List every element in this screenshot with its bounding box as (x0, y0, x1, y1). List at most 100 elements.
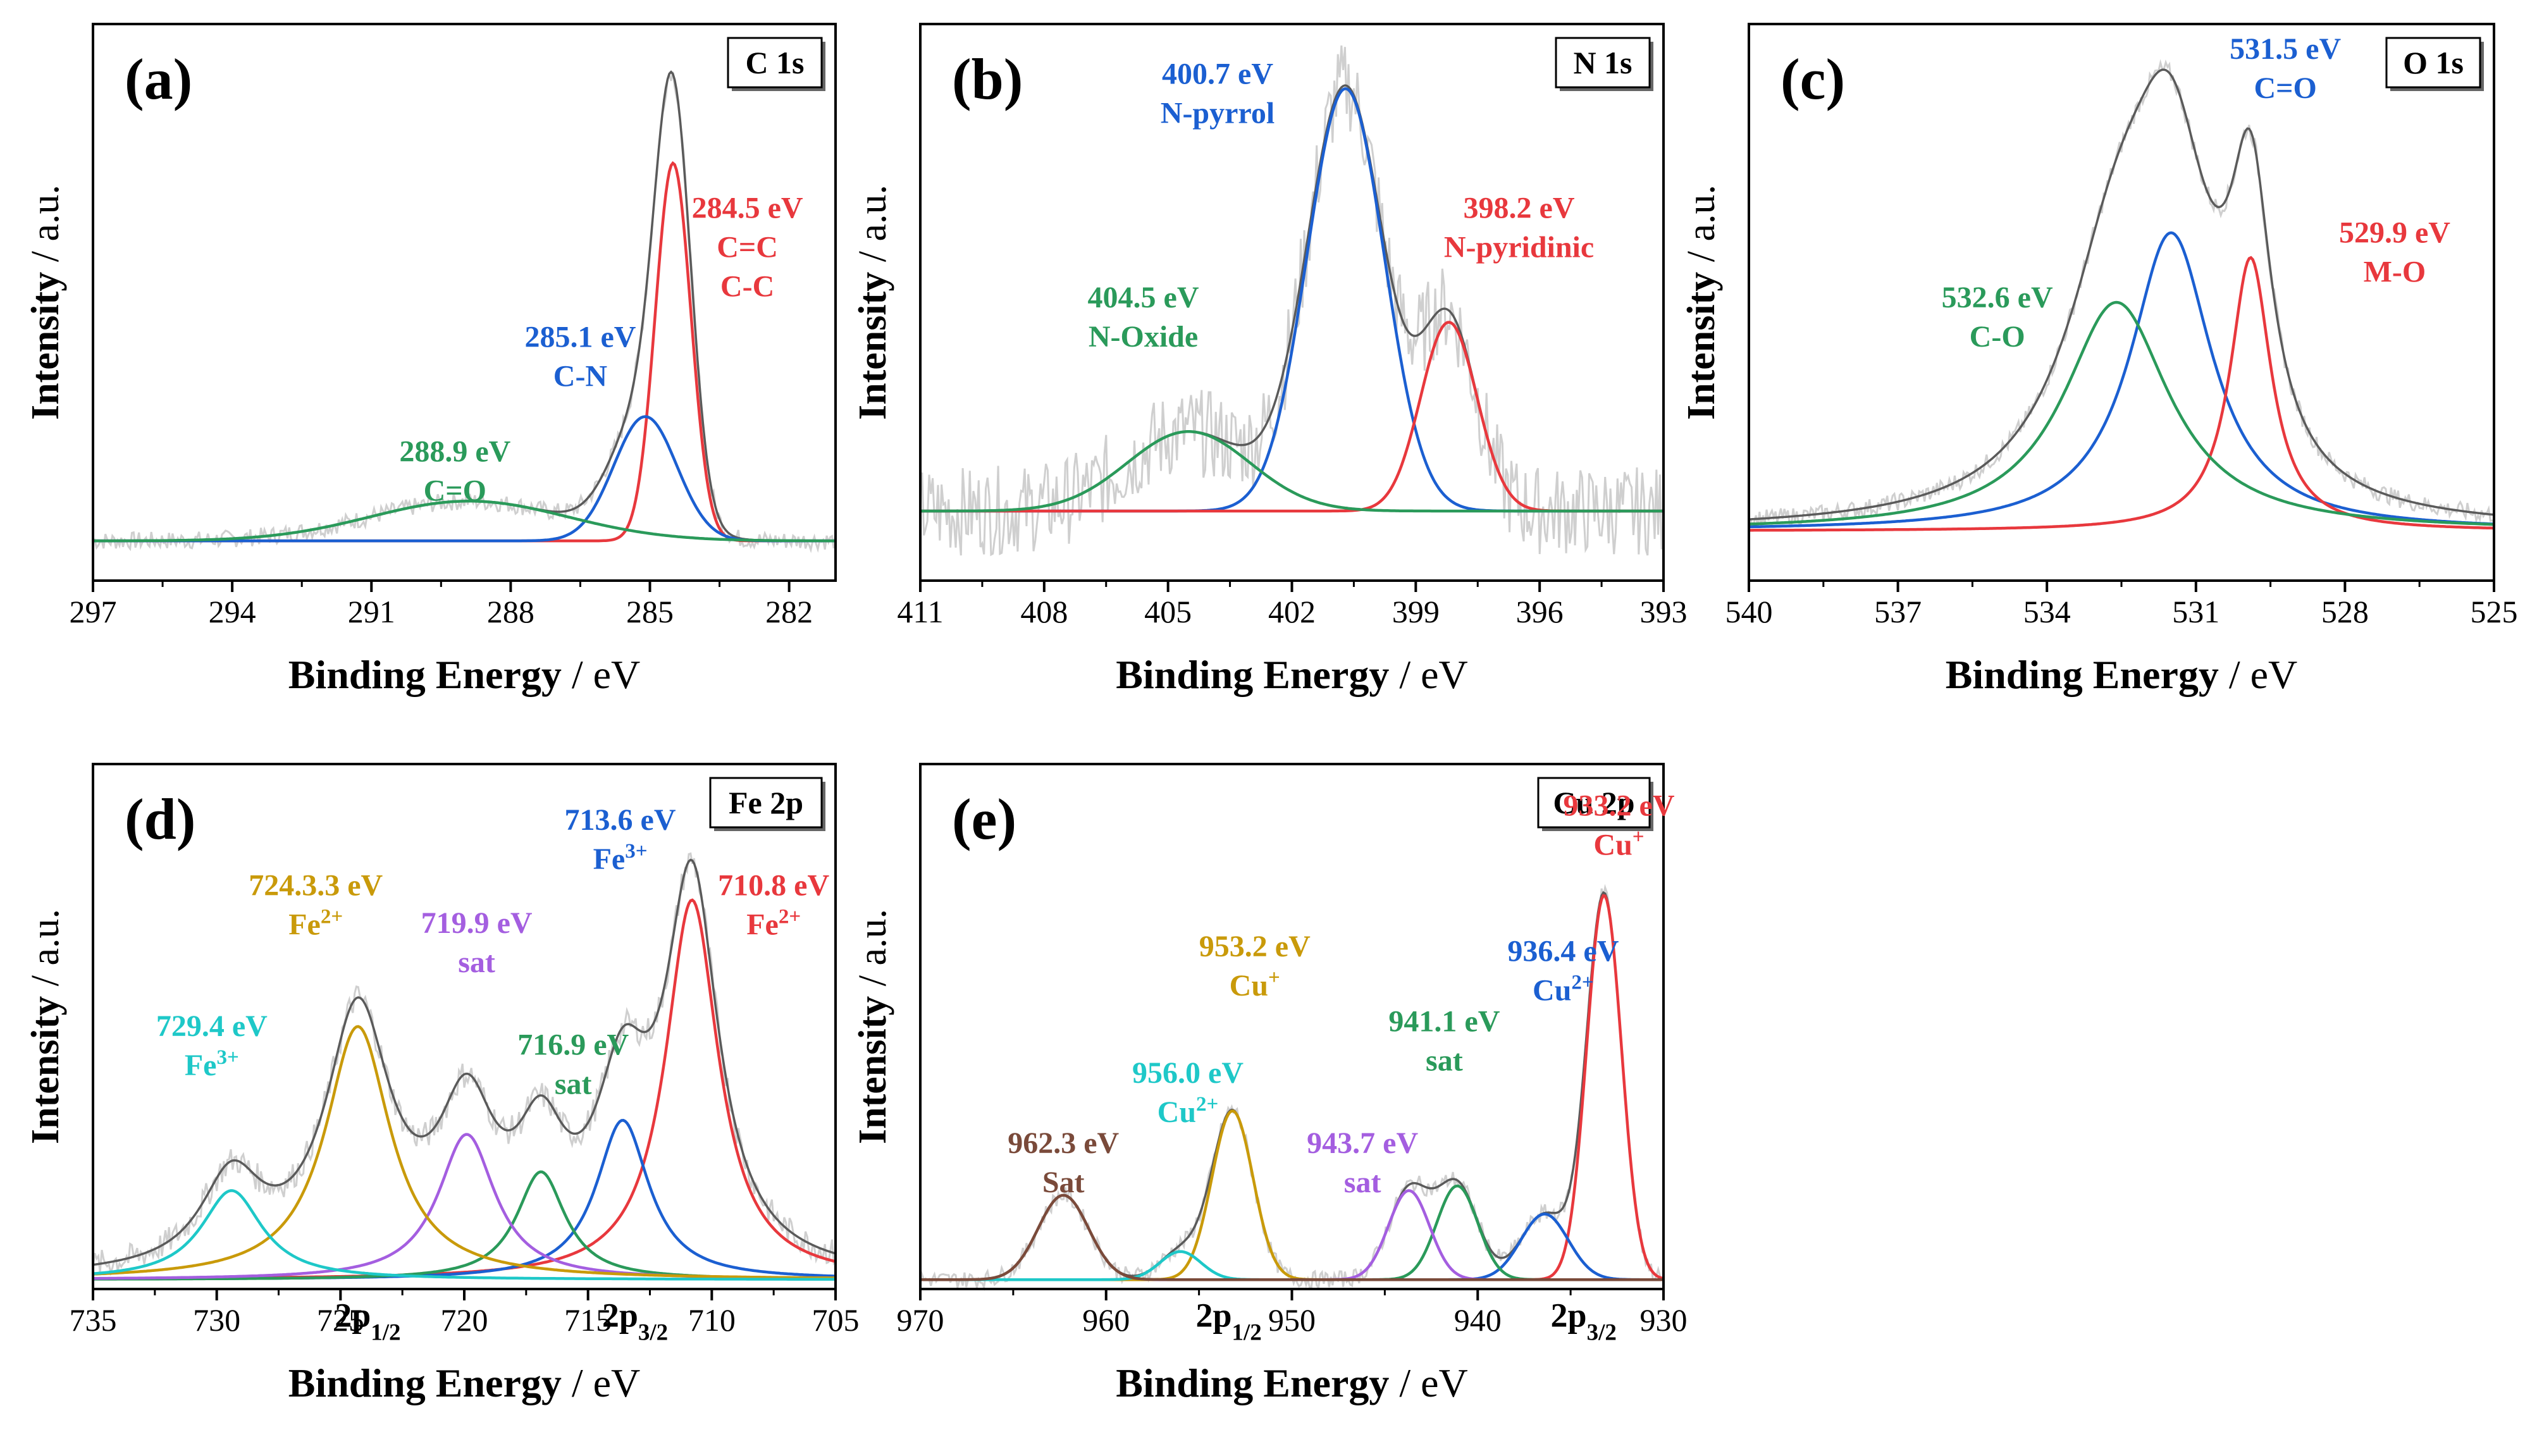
x-tick-label: 720 (441, 1302, 488, 1338)
x-tick-label: 540 (1725, 594, 1773, 629)
peak-annotation: 724.3.3 eV (249, 869, 383, 903)
element-label-box (1555, 37, 1651, 89)
peak-annotation: 2p1/2 (1195, 1296, 1261, 1345)
peak-annotation: Fe2+ (288, 906, 343, 942)
x-tick-label: 282 (765, 594, 813, 629)
peak-annotation: C-N (553, 360, 608, 393)
peak-annotation: Cu+ (1593, 826, 1644, 862)
element-label-box (709, 777, 823, 829)
peak-annotation: C-O (1970, 320, 2025, 354)
panel-label: (b) (952, 47, 1023, 111)
x-tick-label: 402 (1268, 594, 1316, 629)
x-tick-label: 525 (2471, 594, 2518, 629)
peak-annotation: 285.1 eV (524, 321, 636, 354)
peak-annotation: 531.5 eV (2230, 32, 2341, 66)
peak-n-pyrrol (920, 87, 1664, 513)
envelope-line (92, 858, 836, 1266)
x-tick-label: 730 (193, 1302, 240, 1338)
peak-fe2-724-3 (92, 1025, 836, 1280)
x-tick-label: 405 (1144, 594, 1192, 629)
element-label: Cu 2p (1553, 785, 1634, 820)
x-tick-label: 393 (1640, 594, 1688, 629)
element-label-box (1537, 777, 1651, 829)
peak-annotation: 532.6 eV (1942, 281, 2053, 314)
peak-annotation: 400.7 eV (1162, 57, 1273, 90)
y-axis-label: Intensity / a.u. (24, 909, 67, 1144)
x-tick-label: 710 (688, 1302, 736, 1338)
raw-data-line (1748, 59, 2495, 529)
peak-annotation: 936.4 eV (1507, 934, 1619, 968)
peak-annotation: 398.2 eV (1464, 191, 1575, 225)
peak-annotation: Fe2+ (746, 906, 801, 942)
x-tick-label: 531 (2172, 594, 2219, 629)
peak-annotation: 288.9 eV (399, 435, 510, 468)
peak-m-o (1749, 256, 2495, 532)
x-tick-label: 285 (626, 594, 674, 629)
x-tick-label: 940 (1454, 1302, 1502, 1338)
peak-annotation: 962.3 eV (1008, 1126, 1119, 1160)
envelope-line (93, 70, 836, 542)
element-label-box (727, 37, 823, 89)
x-tick-label: 534 (2023, 594, 2071, 629)
peak-annotation: 941.1 eV (1388, 1004, 1500, 1038)
panel-b: 411 408 405 402 399 396 393 Binding Energy / eV… (851, 23, 1688, 697)
x-tick-label: 735 (70, 1302, 117, 1338)
peak-annotation: M-O (2364, 256, 2426, 289)
peak-annotation: 719.9 eV (421, 906, 533, 940)
peak-annotation: 713.6 eV (565, 803, 676, 837)
peak-annotation: 943.7 eV (1307, 1126, 1418, 1160)
peak-annotation: N-Oxide (1089, 320, 1198, 354)
peak-annotation: Cu2+ (1533, 971, 1594, 1007)
panel-c: 540 537 534 531 528 525 Binding Energy / eV Int… (1680, 23, 2518, 697)
peak-sat-962-3 (920, 1194, 1664, 1281)
peak-n-oxide (920, 430, 1664, 513)
panel-d: 735 730 725 720 715 710 705 Binding Energy / eV… (24, 763, 860, 1405)
x-tick-label: 725 (317, 1302, 364, 1338)
y-axis-label: Intensity / a.u. (1680, 185, 1723, 420)
peak-annotation: Sat (1042, 1166, 1085, 1199)
x-axis-label: Binding Energy / eV (288, 652, 641, 697)
peak-c-n (93, 415, 836, 543)
x-tick-label: 291 (348, 594, 395, 629)
x-tick-label: 297 (70, 594, 117, 629)
y-axis-label: Intensity / a.u. (851, 185, 894, 420)
peak-sat-719-9 (93, 1133, 836, 1280)
y-axis-label: Intensity / a.u. (851, 909, 894, 1144)
peak-annotation: sat (1344, 1166, 1381, 1199)
peak-annotation: C=C (717, 230, 778, 264)
peak-annotation: Fe3+ (593, 840, 648, 876)
x-tick-label: 411 (897, 594, 943, 629)
x-tick-label: 399 (1392, 594, 1440, 629)
x-tick-label: 970 (897, 1302, 944, 1338)
x-axis-label: Binding Energy / eV (1116, 1360, 1468, 1405)
x-axis-label: Binding Energy / eV (1116, 652, 1468, 697)
peak-annotation: 716.9 eV (517, 1028, 629, 1061)
peak-cu2-936-4 (920, 1212, 1664, 1281)
peak-sat-943-7 (920, 1189, 1664, 1281)
peak-annotation: 933.2 eV (1564, 789, 1675, 823)
peak-c-o (1748, 300, 2495, 526)
peak-annotation: sat (1426, 1044, 1463, 1077)
x-tick-label: 537 (1874, 594, 1922, 629)
peak-annotation: C-C (720, 269, 774, 303)
element-label: N 1s (1573, 45, 1632, 80)
panel-label: (d) (125, 787, 195, 851)
element-label: C 1s (745, 45, 804, 80)
panel-a: 297 294 291 288 285 282 Binding Energy / eV Int… (24, 23, 837, 697)
raw-data-line (92, 852, 837, 1276)
peak-annotation: Cu2+ (1157, 1093, 1219, 1129)
x-tick-label: 528 (2321, 594, 2369, 629)
x-axis-label: Binding Energy / eV (1946, 652, 2298, 697)
peak-annotation: 529.9 eV (2339, 216, 2450, 250)
x-tick-label: 294 (209, 594, 256, 629)
peak-fe3-729-4 (92, 1189, 836, 1281)
peak-annotation: 729.4 eV (156, 1009, 268, 1043)
x-tick-label: 705 (812, 1302, 860, 1338)
peak-annotation: 2p1/2 (335, 1296, 400, 1345)
peak-c-o (93, 500, 836, 543)
x-tick-label: 930 (1640, 1302, 1688, 1338)
peak-annotation: N-pyridinic (1444, 230, 1594, 264)
x-tick-label: 950 (1268, 1302, 1316, 1338)
peak-annotation: sat (458, 946, 495, 979)
